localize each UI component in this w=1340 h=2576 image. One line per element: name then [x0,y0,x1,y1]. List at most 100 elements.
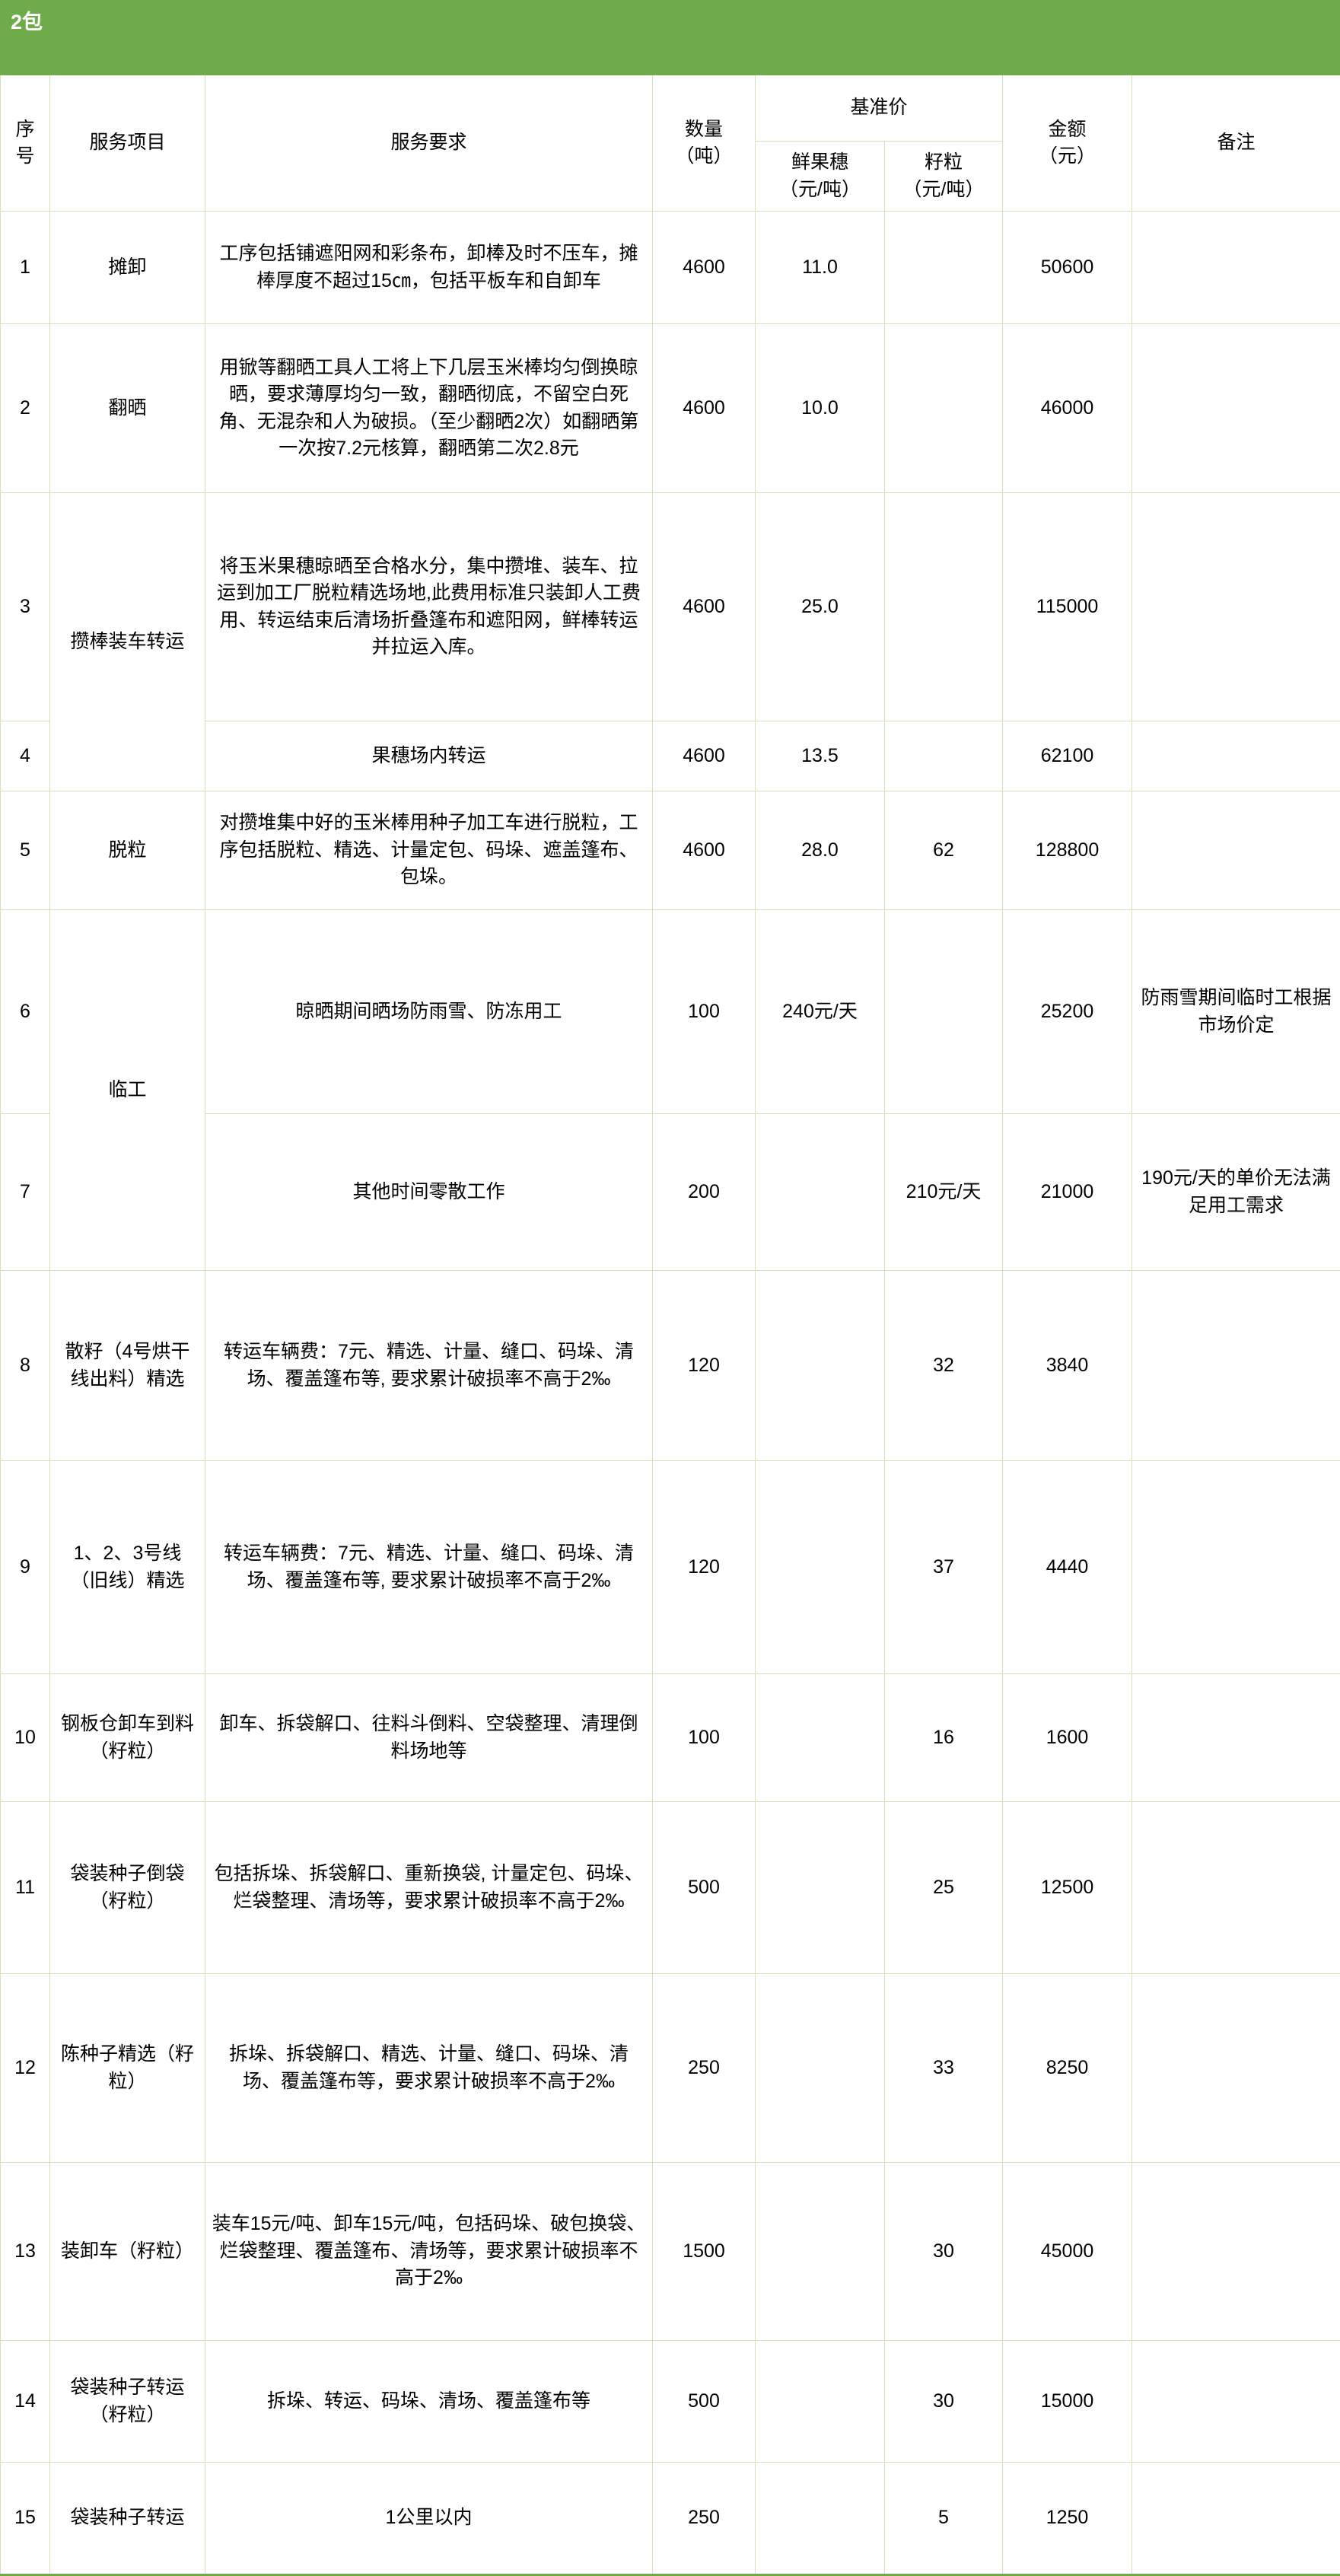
row-service-item: 袋装种子转运（籽粒） [50,2341,205,2463]
row-fresh-ear-price: 11.0 [756,212,885,324]
row-quantity: 250 [653,1974,756,2163]
document-page: 2包 序号 服务项目 服务要求 数量 （吨） 基准价 金额 （元） 备注 [0,0,1340,2130]
row-quantity: 1500 [653,2163,756,2341]
row-service-requirement: 转运车辆费：7元、精选、计量、缝口、码垛、清场、覆盖篷布等, 要求累计破损率不高… [205,1271,653,1461]
row-service-requirement: 对攒堆集中好的玉米棒用种子加工车进行脱粒，工序包括脱粒、精选、计量定包、码垛、遮… [205,791,653,910]
row-service-requirement: 转运车辆费：7元、精选、计量、缝口、码垛、清场、覆盖篷布等, 要求累计破损率不高… [205,1461,653,1674]
row-fresh-ear-price [756,1114,885,1271]
row-service-requirement: 拆垛、转运、码垛、清场、覆盖篷布等 [205,2341,653,2463]
row-amount: 15000 [1003,2341,1132,2463]
row-index: 14 [1,2341,50,2463]
row-amount: 115000 [1003,493,1132,721]
row-fresh-ear-price [756,2163,885,2341]
row-service-item: 攒棒装车转运 [50,493,205,791]
row-amount: 128800 [1003,791,1132,910]
row-amount: 21000 [1003,1114,1132,1271]
row-kernel-price: 37 [885,1461,1003,1674]
row-quantity: 4600 [653,721,756,791]
row-note [1132,493,1340,721]
row-quantity: 500 [653,1802,756,1974]
row-amount: 50600 [1003,212,1132,324]
row-quantity: 4600 [653,212,756,324]
row-quantity: 200 [653,1114,756,1271]
col-header-amount-line1: 金额 [1009,116,1125,144]
row-note [1132,324,1340,493]
row-index: 12 [1,1974,50,2163]
row-quantity: 100 [653,910,756,1114]
row-amount: 1600 [1003,1674,1132,1802]
row-index: 15 [1,2463,50,2575]
row-note [1132,791,1340,910]
col-header-quantity: 数量 （吨） [653,75,756,212]
row-index: 8 [1,1271,50,1461]
row-kernel-price: 30 [885,2163,1003,2341]
package-banner: 2包 [0,0,1340,73]
row-kernel-price: 62 [885,791,1003,910]
col-header-kernel-line1: 籽粒 [891,149,996,177]
row-fresh-ear-price: 10.0 [756,324,885,493]
col-header-requirement: 服务要求 [205,75,653,212]
row-note: 190元/天的单价无法满足用工需求 [1132,1114,1340,1271]
col-header-quantity-line2: （吨） [659,143,749,170]
row-kernel-price [885,212,1003,324]
row-service-requirement: 果穗场内转运 [205,721,653,791]
row-amount: 1250 [1003,2463,1132,2575]
table-head: 序号 服务项目 服务要求 数量 （吨） 基准价 金额 （元） 备注 鲜果穗 （元… [1,75,1340,212]
row-index: 6 [1,910,50,1114]
row-kernel-price [885,493,1003,721]
row-amount: 62100 [1003,721,1132,791]
row-quantity: 500 [653,2341,756,2463]
row-quantity: 250 [653,2463,756,2575]
row-index: 13 [1,2163,50,2341]
col-header-quantity-line1: 数量 [659,116,749,144]
row-index: 10 [1,1674,50,1802]
row-service-item: 脱粒 [50,791,205,910]
row-service-item: 钢板仓卸车到料（籽粒） [50,1674,205,1802]
row-fresh-ear-price [756,2463,885,2575]
row-service-requirement: 装车15元/吨、卸车15元/吨，包括码垛、破包换袋、烂袋整理、覆盖篷布、清场等，… [205,2163,653,2341]
row-service-item: 摊卸 [50,212,205,324]
col-header-amount-line2: （元） [1009,143,1125,170]
header-row-top: 序号 服务项目 服务要求 数量 （吨） 基准价 金额 （元） 备注 [1,75,1340,142]
row-index: 7 [1,1114,50,1271]
row-service-item: 袋装种子转运 [50,2463,205,2575]
row-kernel-price: 5 [885,2463,1003,2575]
row-service-item: 陈种子精选（籽粒） [50,1974,205,2163]
row-kernel-price [885,721,1003,791]
row-service-requirement: 工序包括铺遮阳网和彩条布，卸棒及时不压车，摊棒厚度不超过15㎝，包括平板车和自卸… [205,212,653,324]
row-service-item: 翻晒 [50,324,205,493]
col-header-fresh-ear: 鲜果穗 （元/吨） [756,142,885,212]
row-kernel-price [885,324,1003,493]
row-kernel-price: 25 [885,1802,1003,1974]
row-note [1132,1802,1340,1974]
row-fresh-ear-price [756,1674,885,1802]
row-note [1132,1461,1340,1674]
row-fresh-ear-price [756,1461,885,1674]
row-quantity: 4600 [653,791,756,910]
col-header-kernel-line2: （元/吨） [891,177,996,204]
row-service-requirement: 1公里以内 [205,2463,653,2575]
row-kernel-price [885,910,1003,1114]
row-service-requirement: 拆垛、拆袋解口、精选、计量、缝口、码垛、清场、覆盖篷布等，要求累计破损率不高于2… [205,1974,653,2163]
row-service-requirement: 将玉米果穗晾晒至合格水分，集中攒堆、装车、拉运到加工厂脱粒精选场地,此费用标准只… [205,493,653,721]
row-service-item: 袋装种子倒袋（籽粒） [50,1802,205,1974]
row-amount: 4440 [1003,1461,1132,1674]
row-fresh-ear-price: 28.0 [756,791,885,910]
row-fresh-ear-price [756,2341,885,2463]
row-kernel-price: 32 [885,1271,1003,1461]
row-note: 防雨雪期间临时工根据市场价定 [1132,910,1340,1114]
row-index: 2 [1,324,50,493]
row-fresh-ear-price [756,1271,885,1461]
row-index: 1 [1,212,50,324]
row-quantity: 120 [653,1271,756,1461]
row-amount: 46000 [1003,324,1132,493]
